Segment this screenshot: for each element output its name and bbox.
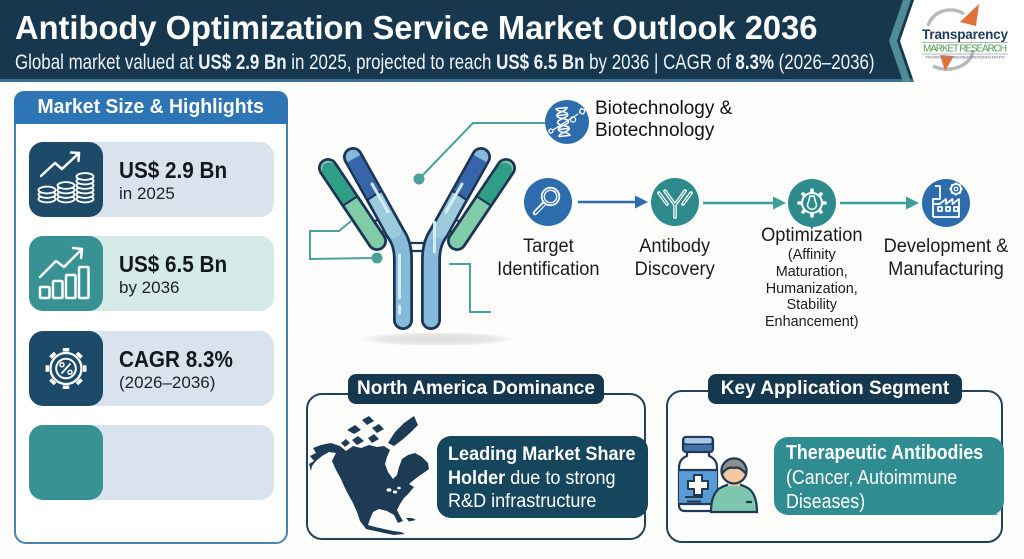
svg-text:Transparency: Transparency <box>922 27 1008 42</box>
svg-text:MARKET RESEARCH: MARKET RESEARCH <box>923 44 1007 55</box>
svg-text:TRANSPARENT ACCURATE RELIABLE: TRANSPARENT ACCURATE RELIABLE MARKET RES… <box>925 55 1005 60</box>
